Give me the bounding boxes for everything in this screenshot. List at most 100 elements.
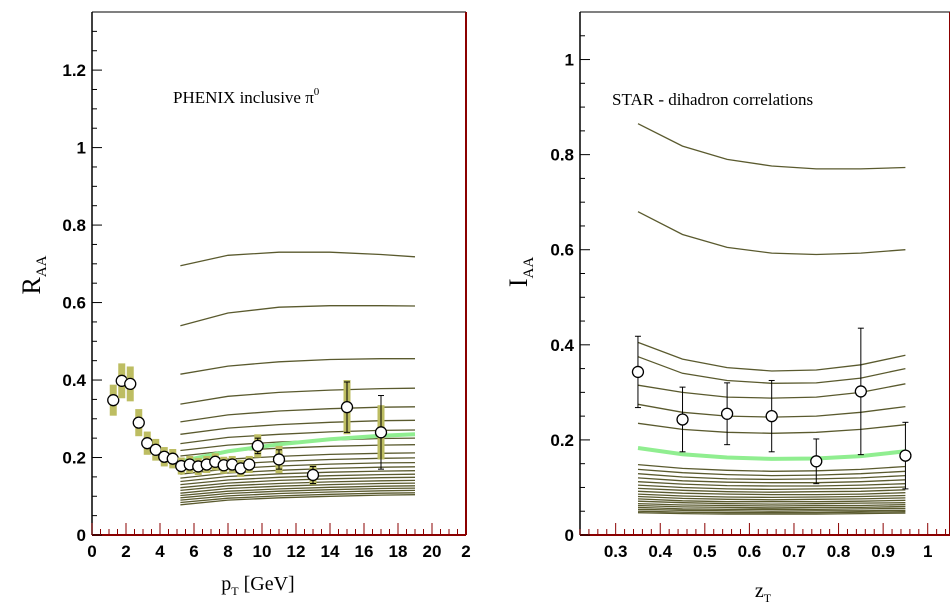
model-curve [637, 123, 906, 170]
y-tick-label: 1 [565, 51, 574, 70]
x-tick-label: 2 [461, 542, 470, 561]
model-curve [637, 473, 906, 481]
y-tick-label: 0.2 [62, 449, 86, 468]
x-tick-label: 12 [287, 542, 306, 561]
model-curve [637, 490, 906, 496]
data-point [243, 458, 256, 471]
model-curve [637, 487, 906, 493]
x-tick-label: 0.4 [648, 542, 672, 561]
x-tick-label: 18 [389, 542, 408, 561]
model-curve [637, 477, 906, 484]
x-tick-label: 0.8 [827, 542, 851, 561]
y-tick-label: 1.2 [62, 61, 86, 80]
model-curve [180, 473, 416, 486]
model-curve [180, 358, 415, 375]
data-point [765, 409, 778, 423]
x-tick-label: 1 [923, 542, 932, 561]
x-tick-label: 16 [355, 542, 374, 561]
x-tick-label: 0.5 [693, 542, 717, 561]
y-axis-title: IAA [504, 257, 537, 288]
data-point [124, 377, 137, 391]
model-curve [180, 492, 416, 504]
annotation-label: STAR - dihadron correlations [612, 90, 813, 109]
model-curve [637, 500, 906, 505]
model-curve [180, 305, 416, 327]
data-point [676, 413, 689, 426]
model-curve [180, 489, 416, 501]
data-point [854, 385, 867, 398]
model-curve [180, 487, 416, 499]
y-tick-label: 0 [565, 526, 574, 545]
y-axis-title-main: R [17, 277, 46, 295]
data-point [340, 401, 354, 414]
x-axis-title-main: p [221, 573, 231, 595]
data-point [272, 453, 286, 466]
model-curve [637, 481, 906, 487]
model-curve [637, 502, 906, 507]
annotation-text: PHENIX inclusive π [173, 88, 314, 107]
annotation-label: PHENIX inclusive π0 [173, 86, 320, 107]
x-tick-label: 4 [155, 542, 165, 561]
highlight-model-curve [179, 432, 416, 464]
model-curve [180, 494, 416, 506]
model-curve [637, 508, 906, 512]
model-curve [637, 512, 906, 515]
y-axis-title-main: I [504, 279, 533, 288]
x-tick-label: 2 [121, 542, 130, 561]
y-tick-label: 0.2 [550, 431, 574, 450]
x-tick-label: 20 [423, 542, 442, 561]
y-tick-label: 0.8 [550, 146, 574, 165]
annotation-text: STAR - dihadron correlations [612, 90, 813, 109]
model-curve [180, 479, 416, 492]
model-curve [180, 482, 416, 494]
y-tick-label: 0.6 [62, 294, 86, 313]
x-tick-label: 14 [321, 542, 340, 561]
x-axis-title: pT [GeV] [221, 573, 294, 598]
model-curve [637, 493, 906, 499]
model-curve [180, 406, 416, 423]
model-curve [180, 387, 416, 405]
annotation-superscript: 0 [314, 86, 320, 98]
y-axis-title: RAA [17, 255, 50, 294]
model-curve [180, 419, 416, 435]
data-point [251, 439, 264, 453]
y-tick-label: 0.6 [550, 241, 574, 260]
model-curve [180, 476, 416, 489]
x-axis-title-unit: [GeV] [239, 573, 295, 595]
model-curve [637, 356, 906, 384]
model-curve [180, 470, 416, 483]
x-tick-label: 0.9 [871, 542, 895, 561]
data-point [631, 365, 645, 379]
model-curve [637, 506, 906, 510]
model-curve [637, 211, 906, 256]
x-tick-label: 0.6 [738, 542, 762, 561]
data-point [899, 449, 912, 462]
data-point [374, 426, 388, 439]
x-axis-title-sub: T [764, 591, 772, 605]
y-axis-title-sub: AA [34, 255, 50, 277]
model-curve [637, 498, 906, 503]
model-curve [637, 468, 906, 477]
panel-raa: 0 0.2 0.4 0.6 0.8 1 1.2 0 2 4 6 8 10 12 14 16 18 20 2 RAA pT… [17, 11, 471, 598]
model-curve [637, 463, 906, 472]
y-tick-label: 0.8 [62, 216, 86, 235]
x-tick-label: 0.3 [604, 542, 628, 561]
y-tick-label: 0.4 [550, 336, 574, 355]
x-axis-title-sub: T [231, 584, 239, 598]
x-tick-label: 0 [87, 542, 96, 561]
model-curve [637, 484, 906, 491]
data-point [107, 394, 120, 407]
x-tick-label: 0.7 [782, 542, 806, 561]
x-tick-label: 10 [253, 542, 272, 561]
model-curve [180, 485, 416, 497]
model-curve [180, 251, 416, 267]
y-tick-label: 0 [77, 526, 86, 545]
data-point [306, 468, 320, 482]
model-curve [637, 504, 906, 509]
x-tick-label: 6 [189, 542, 198, 561]
model-curve [637, 510, 906, 514]
data-point [810, 455, 823, 468]
model-curve [637, 495, 906, 501]
y-tick-label: 1 [77, 139, 86, 158]
